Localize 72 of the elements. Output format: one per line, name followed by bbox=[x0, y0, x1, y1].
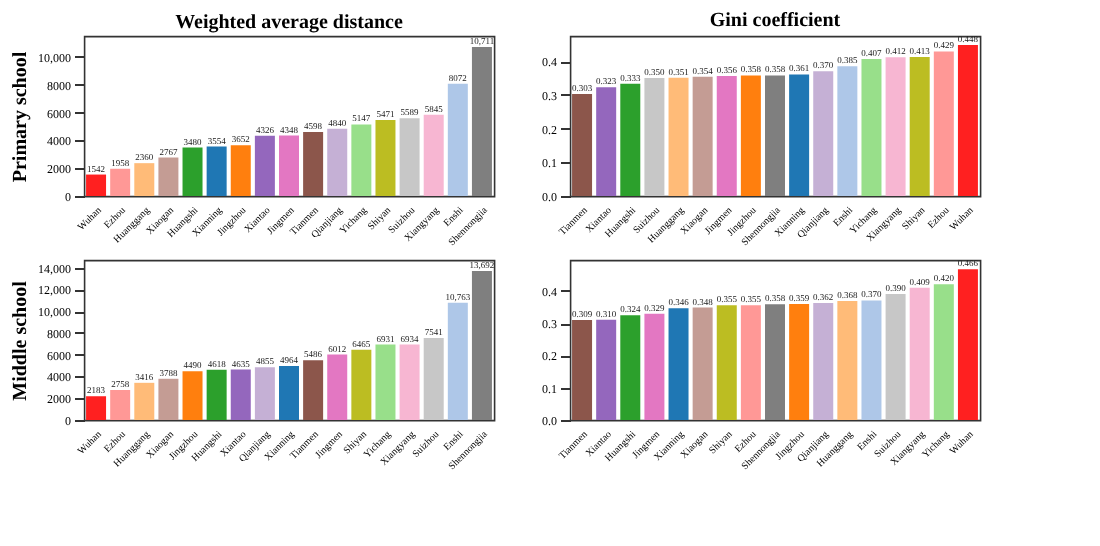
bar bbox=[596, 319, 617, 420]
bar bbox=[909, 287, 930, 420]
bar bbox=[789, 74, 810, 196]
bar bbox=[303, 360, 324, 420]
bar bbox=[447, 83, 468, 196]
bar bbox=[134, 382, 155, 420]
bar bbox=[206, 369, 227, 420]
bar bbox=[423, 337, 444, 420]
bar bbox=[423, 114, 444, 196]
bar bbox=[375, 119, 396, 196]
bar bbox=[206, 146, 227, 196]
bar bbox=[861, 58, 882, 196]
bar bbox=[572, 93, 593, 196]
bar bbox=[303, 132, 324, 196]
bar bbox=[230, 369, 251, 420]
bar bbox=[813, 302, 834, 420]
bar bbox=[279, 135, 299, 196]
bar bbox=[837, 66, 858, 196]
bar bbox=[861, 300, 882, 420]
bar bbox=[644, 78, 665, 196]
bar bbox=[399, 118, 420, 196]
bar bbox=[668, 77, 689, 196]
bar bbox=[158, 378, 179, 420]
bar bbox=[909, 56, 930, 196]
bar bbox=[596, 87, 617, 196]
bar bbox=[957, 45, 978, 196]
bar bbox=[740, 305, 761, 420]
chart-title: Weighted average distance bbox=[175, 11, 404, 34]
bar bbox=[375, 344, 396, 420]
bar bbox=[110, 389, 131, 420]
bar bbox=[740, 75, 761, 196]
bar bbox=[692, 76, 713, 196]
bar bbox=[158, 157, 179, 196]
bar bbox=[182, 147, 203, 196]
bar bbox=[837, 301, 858, 420]
bar bbox=[182, 371, 203, 420]
bar bbox=[254, 135, 275, 196]
bar bbox=[86, 174, 107, 196]
bar bbox=[327, 128, 348, 196]
bar bbox=[279, 365, 299, 420]
bar bbox=[885, 57, 906, 196]
bar bbox=[86, 396, 107, 420]
bar bbox=[351, 349, 372, 420]
bar bbox=[668, 308, 689, 420]
bar bbox=[813, 71, 834, 196]
bar bbox=[471, 270, 492, 420]
bar bbox=[933, 51, 954, 196]
bar bbox=[471, 46, 492, 196]
bar bbox=[134, 163, 155, 196]
bar bbox=[254, 367, 275, 420]
bar bbox=[692, 307, 713, 420]
bar bbox=[957, 269, 978, 420]
bar bbox=[327, 354, 348, 420]
bar bbox=[765, 304, 785, 420]
y-axis-title: Primary school bbox=[10, 51, 32, 183]
bar bbox=[765, 75, 785, 196]
bar bbox=[620, 83, 641, 196]
bar bbox=[885, 293, 906, 420]
bar bbox=[933, 284, 954, 420]
bar bbox=[110, 168, 131, 196]
bar bbox=[572, 320, 593, 420]
bar bbox=[230, 145, 251, 196]
bar bbox=[447, 302, 468, 420]
chart-title: Gini coefficient bbox=[709, 10, 842, 33]
bar bbox=[399, 344, 420, 420]
bar bbox=[620, 315, 641, 420]
bar bbox=[716, 305, 737, 420]
bar bbox=[716, 76, 737, 196]
bar bbox=[351, 124, 372, 196]
y-axis-title: Middle school bbox=[10, 280, 32, 401]
bar bbox=[789, 303, 810, 420]
bar bbox=[644, 313, 665, 420]
